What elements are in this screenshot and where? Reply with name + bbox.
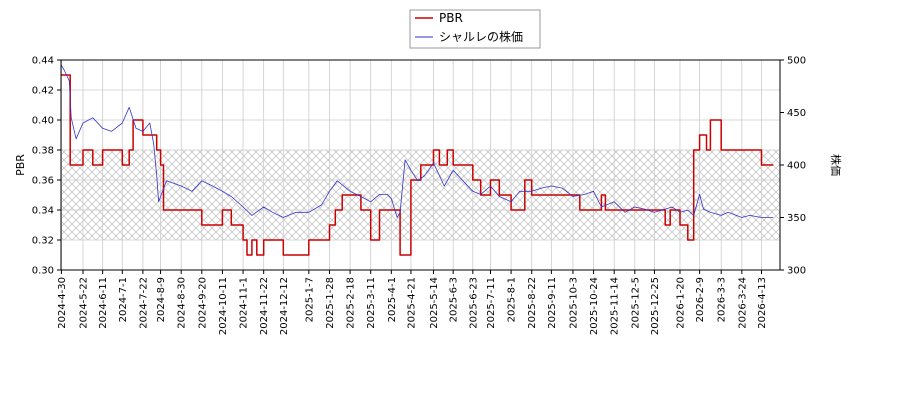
x-tick-label: 2024-8-9 xyxy=(156,277,167,322)
x-tick-label: 2024-9-20 xyxy=(197,277,208,329)
x-tick-label: 2025-2-18 xyxy=(346,277,357,329)
legend-label-price: シャルレの株価 xyxy=(439,29,523,44)
x-tick-label: 2025-1-7 xyxy=(304,277,315,322)
left-tick-label: 0.32 xyxy=(32,236,54,247)
x-axis: 2024-4-30 2024-5-22 2024-6-11 2024-7-1 2024-… xyxy=(57,270,768,335)
x-tick-label: 2024-11-22 xyxy=(259,277,270,335)
left-axis-label: PBR xyxy=(14,154,27,176)
series-layer xyxy=(61,65,774,256)
left-tick-label: 0.40 xyxy=(32,116,54,127)
right-tick-label: 400 xyxy=(787,161,806,172)
x-tick-label: 2025-12-5 xyxy=(630,277,641,329)
x-tick-label: 2025-5-14 xyxy=(429,277,440,329)
left-axis: 0.30 0.32 0.34 0.36 0.38 0.40 0.42 0.44 xyxy=(32,56,61,277)
right-axis: 300 350 400 450 500 xyxy=(780,56,806,277)
series-line-stock-price xyxy=(61,65,774,218)
left-tick-label: 0.30 xyxy=(32,266,54,277)
legend-box xyxy=(409,9,541,49)
legend-label-pbr: PBR xyxy=(439,11,463,25)
left-tick-label: 0.44 xyxy=(32,56,54,67)
x-tick-label: 2024-4-30 xyxy=(57,277,68,329)
x-tick-label: 2025-1-28 xyxy=(325,277,336,329)
reference-band xyxy=(61,150,780,240)
x-tick-label: 2024-6-11 xyxy=(98,277,109,329)
left-tick-label: 0.36 xyxy=(32,176,54,187)
x-tick-label: 2025-12-25 xyxy=(650,277,661,335)
x-tick-label: 2024-7-1 xyxy=(118,277,129,322)
x-tick-label: 2026-4-13 xyxy=(757,277,768,329)
x-tick-label: 2024-8-30 xyxy=(177,277,188,329)
right-tick-label: 350 xyxy=(787,213,806,224)
x-tick-label: 2026-1-20 xyxy=(675,277,686,329)
x-tick-label: 2025-6-23 xyxy=(468,277,479,329)
x-tick-label: 2025-7-11 xyxy=(486,277,497,329)
x-tick-label: 2025-11-14 xyxy=(610,277,621,335)
right-axis-label: 株価 xyxy=(829,154,843,176)
x-tick-label: 2025-3-11 xyxy=(366,277,377,329)
right-tick-label: 500 xyxy=(787,56,806,67)
x-tick-label: 2025-6-3 xyxy=(449,277,460,322)
x-tick-label: 2025-10-24 xyxy=(589,277,600,335)
right-tick-label: 300 xyxy=(787,266,806,277)
x-tick-label: 2025-8-1 xyxy=(507,277,518,322)
x-tick-label: 2024-12-12 xyxy=(279,277,290,335)
x-tick-label: 2026-3-3 xyxy=(717,277,728,322)
left-tick-label: 0.38 xyxy=(32,146,54,157)
x-tick-label: 2024-11-1 xyxy=(239,277,250,329)
right-tick-label: 450 xyxy=(787,108,806,119)
x-tick-label: 2024-10-11 xyxy=(218,277,229,335)
x-tick-label: 2024-5-22 xyxy=(79,277,90,329)
left-tick-label: 0.42 xyxy=(32,86,54,97)
x-tick-label: 2026-2-9 xyxy=(695,277,706,322)
legend: PBR シャルレの株価 xyxy=(409,9,541,49)
x-tick-label: 2024-7-22 xyxy=(138,277,149,329)
x-tick-label: 2026-3-24 xyxy=(737,277,748,329)
x-tick-label: 2025-4-1 xyxy=(387,277,398,322)
left-tick-label: 0.34 xyxy=(32,206,54,217)
x-tick-label: 2025-9-11 xyxy=(547,277,558,329)
x-tick-label: 2025-8-22 xyxy=(527,277,538,329)
x-tick-label: 2025-10-3 xyxy=(568,277,579,329)
x-tick-label: 2025-4-21 xyxy=(406,277,417,329)
